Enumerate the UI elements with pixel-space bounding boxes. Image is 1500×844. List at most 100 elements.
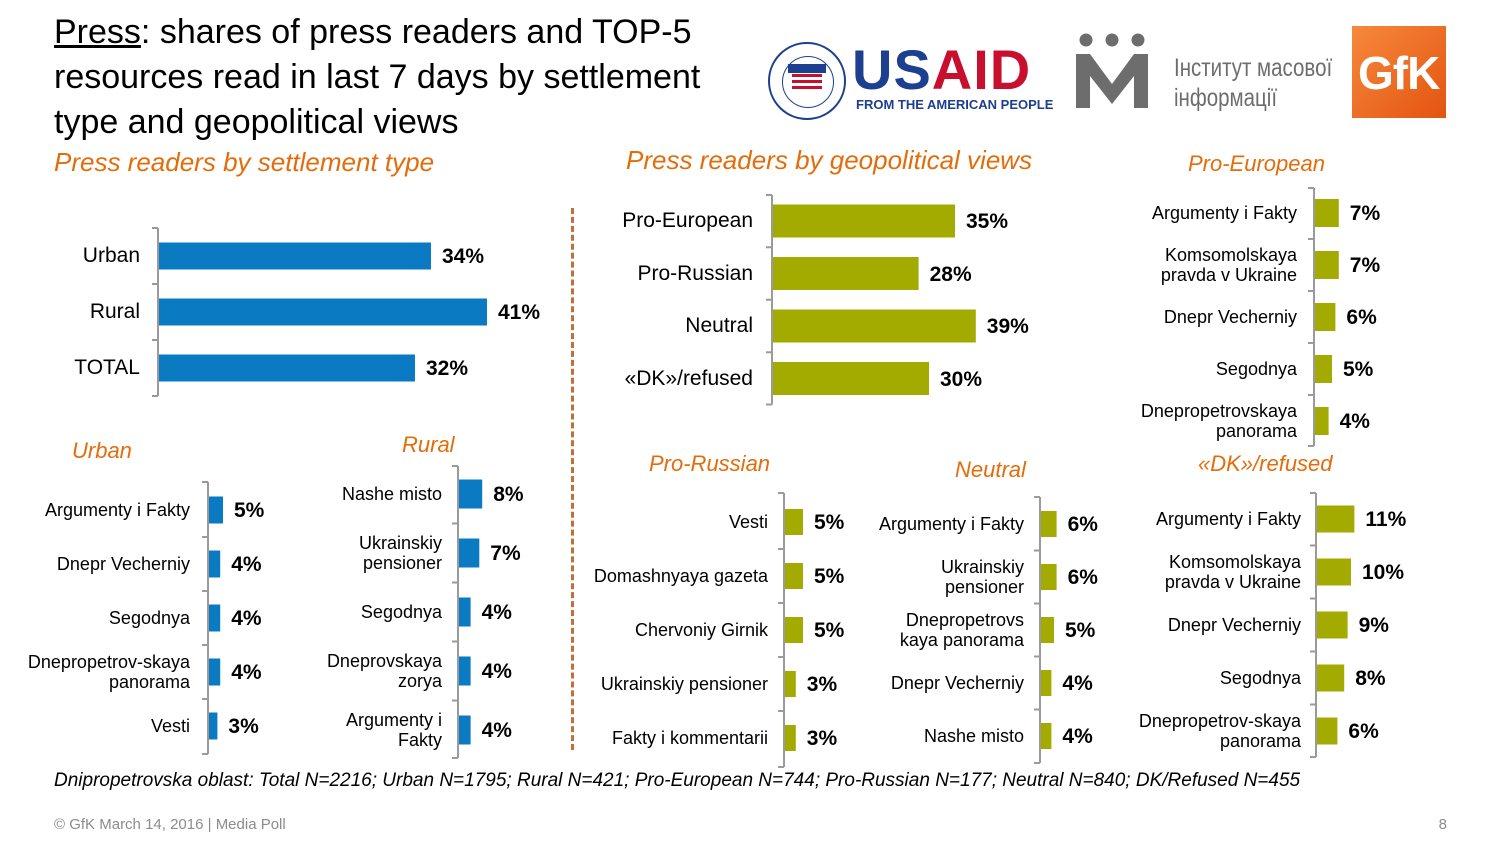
pro_european-category-label: Dnepropetrovskaya panorama <box>1140 400 1297 441</box>
dk_refused-category-label: Dnepropetrov-skaya panorama <box>1138 710 1301 751</box>
settlement-section-title: Press readers by settlement type <box>54 147 435 177</box>
neutral-chart: Argumenty i Fakty 6% Ukrainskiy pensioner 6… <box>872 496 1140 764</box>
geopolitical-bar <box>773 204 955 238</box>
dk_refused-category-label: Argumenty i Fakty <box>1155 508 1301 529</box>
rural-chart-title: Rural <box>402 432 455 457</box>
rural-category-label: Ukrainskiy pensioner <box>358 532 442 573</box>
dk_refused-value-label: 6% <box>1348 720 1379 743</box>
pro_european-value-label: 7% <box>1349 202 1381 225</box>
pro-european-chart-title: Pro-European <box>1188 151 1325 176</box>
pro_russian-svg <box>778 492 803 768</box>
dk_refused-value-label: 11% <box>1365 508 1407 531</box>
pro_european-category-label: Argumenty i Fakty <box>1151 202 1297 223</box>
neutral-category-label: Dnepropetrovs kaya panorama <box>899 609 1024 650</box>
dk_refused-bar <box>1317 717 1338 745</box>
urban-value-label: 4% <box>231 553 262 576</box>
urban-bar <box>209 658 221 686</box>
pro_russian-value-label: 5% <box>814 565 845 588</box>
neutral-category-label: Ukrainskiy pensioner <box>940 556 1024 597</box>
neutral-value-label: 5% <box>1065 619 1096 642</box>
pro_european-bar <box>1315 355 1332 383</box>
neutral-category-label: Dnepr Vecherniy <box>890 672 1024 693</box>
urban-category-label: Segodnya <box>108 607 190 628</box>
urban-category-label: Dnepr Vecherniy <box>56 553 190 574</box>
pro_european-bar <box>1315 303 1336 331</box>
geopolitical-category-label: Pro-European <box>622 209 753 233</box>
dk_refused-category-label: Segodnya <box>1219 667 1301 688</box>
usaid-logo: USAID <box>852 40 1031 100</box>
imi-line1: Інститут масової <box>1174 54 1333 82</box>
dk-refused-chart-title: «DK»/refused <box>1198 451 1333 476</box>
settlement-bar <box>159 354 415 382</box>
pro_russian-value-label: 3% <box>806 727 838 750</box>
pro_russian-category-label: Domashnyaya gazeta <box>593 565 768 586</box>
pro_european-bar <box>1315 251 1339 279</box>
rural-category-label: Dneprovskaya zorya <box>326 650 442 691</box>
pro_russian-bar <box>785 509 803 535</box>
pro_european-value-label: 6% <box>1346 306 1377 329</box>
imi-text: Інститут масової інформації <box>1174 53 1332 113</box>
gfk-logo-text: GfK <box>1358 47 1440 99</box>
usaid-seal-icon <box>768 42 846 120</box>
pro_european-bar <box>1315 407 1329 435</box>
rural-category-label: Argumenty i Fakty <box>345 709 442 750</box>
settlement-value-label: 41% <box>498 301 541 324</box>
pro-european-chart: Argumenty i Fakty 7% Komsomolskaya pravda … <box>1110 187 1414 447</box>
pro_russian-category-label: Chervoniy Girnik <box>634 619 768 640</box>
geopolitical-bar <box>773 257 919 290</box>
sample-footnote: Dnipropetrovska oblast: Total N=2216; Ur… <box>54 770 1301 791</box>
settlement-bar <box>159 242 431 270</box>
dk_refused-bar <box>1317 505 1355 533</box>
neutral-svg <box>1034 496 1057 764</box>
urban-value-label: 3% <box>228 715 259 738</box>
rural-category-label: Segodnya <box>360 601 442 622</box>
pro-russian-chart-title: Pro-Russian <box>649 451 771 476</box>
imi-line2: інформації <box>1174 84 1278 112</box>
neutral-bar <box>1041 564 1057 590</box>
pro_russian-bar <box>785 617 803 643</box>
settlement-bar <box>159 298 487 326</box>
dk_refused-value-label: 8% <box>1355 667 1386 690</box>
urban-value-label: 5% <box>234 499 265 522</box>
dk_refused-value-label: 9% <box>1358 614 1389 637</box>
urban-category-label: Vesti <box>150 715 190 736</box>
pro_russian-value-label: 5% <box>814 619 845 642</box>
settlement-svg <box>152 227 487 397</box>
pro_european-category-label: Dnepr Vecherniy <box>1163 306 1297 327</box>
geopolitical-bar <box>773 309 976 343</box>
dk_refused-value-label: 10% <box>1362 561 1405 584</box>
urban-value-label: 4% <box>231 607 262 630</box>
gfk-logo: GfK <box>1352 26 1446 118</box>
pro_russian-category-label: Vesti <box>728 511 768 532</box>
geopolitical-svg <box>766 194 976 406</box>
rural-value-label: 4% <box>481 601 512 624</box>
geopolitical-chart: Pro-European 35% Pro-Russian 28% Neutral 39% «… <box>600 194 1029 406</box>
pro_european-value-label: 4% <box>1339 410 1370 433</box>
rural-value-label: 4% <box>481 660 512 683</box>
rural-value-label: 8% <box>493 483 524 506</box>
urban-category-label: Dnepropetrov-skaya panorama <box>27 651 190 692</box>
usaid-aid: AID <box>931 38 1032 101</box>
geopolitical-section-title: Press readers by geopolitical views <box>626 145 1033 175</box>
rural-bar <box>459 656 471 686</box>
page-title: Press: shares of press readers and TOP-5… <box>54 10 754 145</box>
urban-svg <box>202 481 223 755</box>
pro_european-value-label: 7% <box>1349 254 1381 277</box>
pro_european-value-label: 5% <box>1343 358 1374 381</box>
neutral-bar <box>1041 723 1052 749</box>
settlement-category-label: Rural <box>89 300 140 324</box>
geopolitical-value-label: 39% <box>986 315 1029 338</box>
neutral-bar <box>1041 511 1057 537</box>
pro_russian-category-label: Fakty i kommentarii <box>611 727 768 748</box>
dk_refused-bar <box>1317 611 1348 639</box>
pro_russian-value-label: 3% <box>806 673 838 696</box>
pro_european-bar <box>1315 199 1339 227</box>
footer-copyright: © GfK March 14, 2016 | Media Poll <box>54 816 286 833</box>
dk_refused-category-label: Dnepr Vecherniy <box>1167 614 1301 635</box>
settlement-chart: Urban 34% Rural 41% TOTAL 32% <box>40 227 540 397</box>
urban-bar <box>209 604 221 632</box>
settlement-category-label: Urban <box>82 244 140 268</box>
rural-svg <box>452 465 483 759</box>
dk_refused-svg <box>1310 492 1355 758</box>
dk_refused-bar <box>1317 558 1351 586</box>
